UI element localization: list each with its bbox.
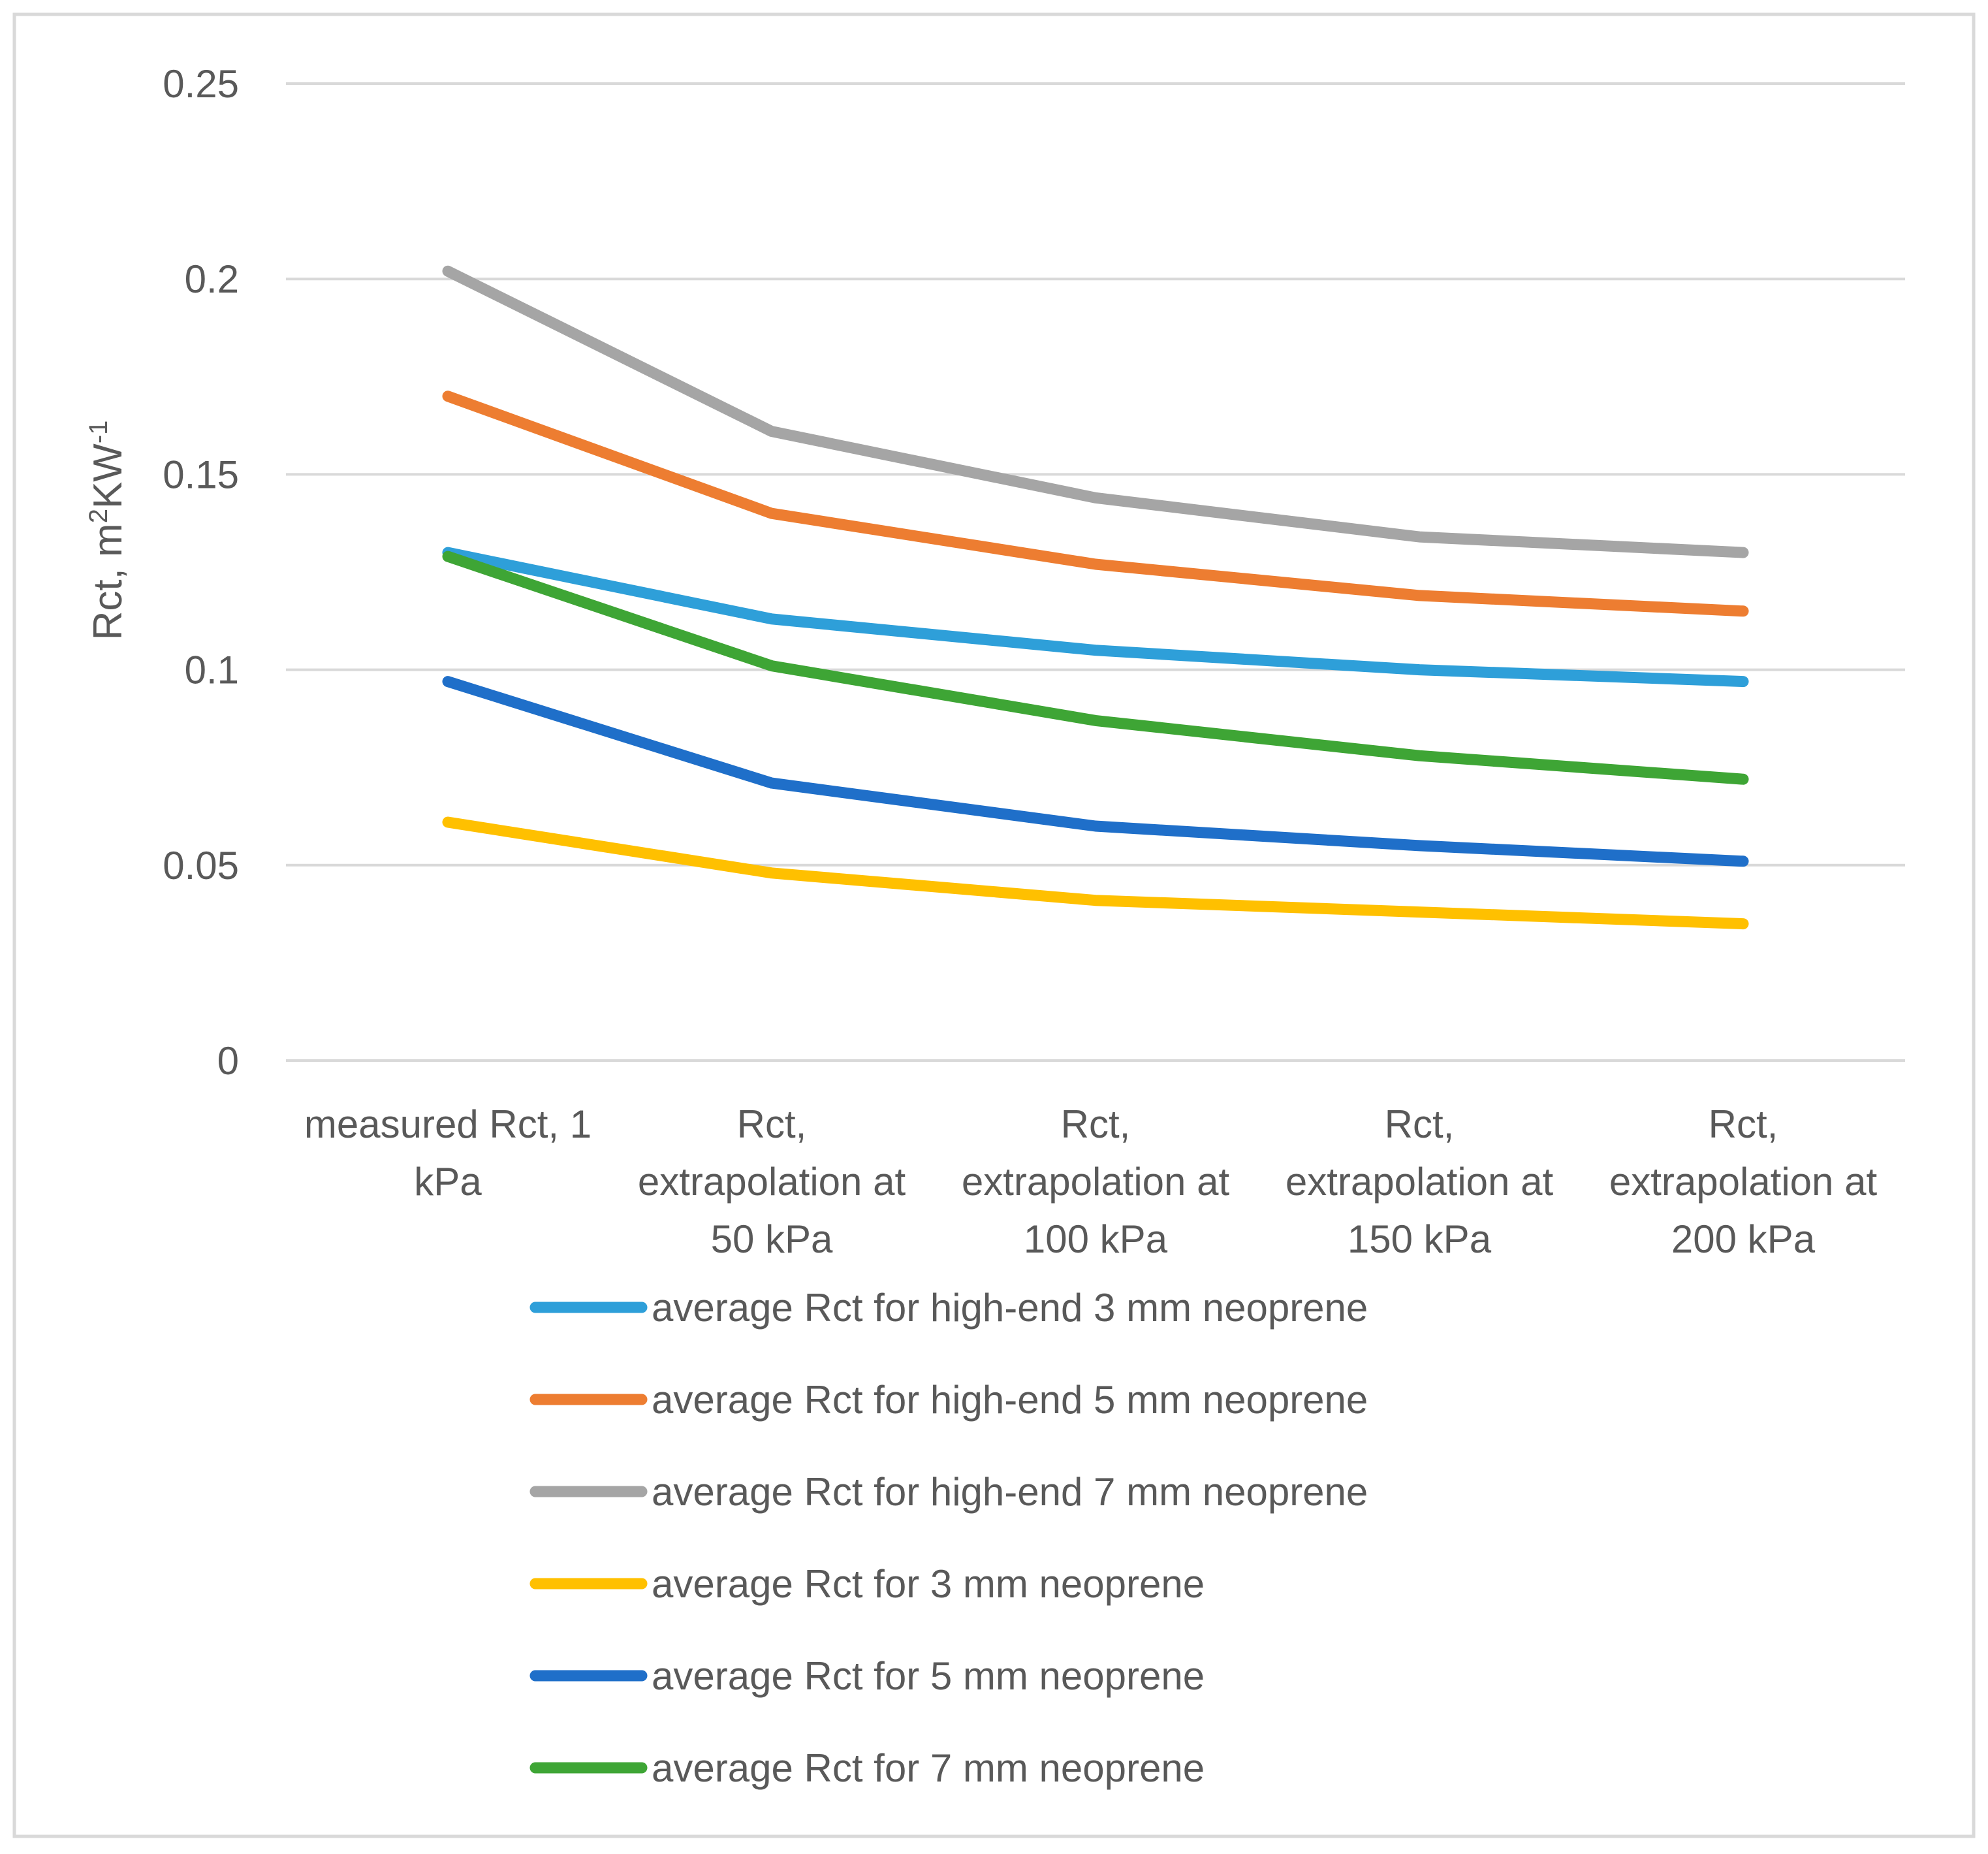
x-axis-labels: measured Rct, 1 kPa Rct, extrapolation at 50…: [304, 1102, 1878, 1261]
y-axis-label: Rct, m2KW-1: [84, 421, 131, 641]
series-line-2: [442, 391, 1749, 617]
x-tick-label: Rct, extrapolation at 150 kPa: [1286, 1102, 1554, 1261]
x-tick-label: Rct, extrapolation at 50 kPa: [638, 1102, 906, 1261]
legend-label: average Rct for 7 mm neoprene: [652, 1746, 1205, 1790]
y-tick-label: 0.25: [163, 62, 239, 106]
x-tick-label: Rct, extrapolation at 100 kPa: [962, 1102, 1230, 1261]
y-tick-label: 0.15: [163, 453, 239, 496]
x-tick-label: Rct, extrapolation at 200 kPa: [1609, 1102, 1878, 1261]
gridlines: [286, 82, 1905, 1062]
series-line-1: [442, 547, 1749, 688]
series-line-6: [442, 551, 1749, 785]
legend: average Rct for high-end 3 mm neoprene av…: [529, 1286, 1368, 1790]
y-tick-label: 0.05: [163, 844, 239, 887]
y-tick-label: 0: [217, 1039, 239, 1083]
y-tick-label: 0.1: [185, 648, 239, 692]
series-line-5: [442, 676, 1749, 867]
legend-label: average Rct for high-end 3 mm neoprene: [652, 1286, 1368, 1330]
series-line-3: [442, 265, 1749, 558]
y-axis-ticks: 0 0.05 0.1 0.15 0.2 0.25: [163, 62, 239, 1083]
legend-label: average Rct for 5 mm neoprene: [652, 1654, 1205, 1698]
legend-label: average Rct for 3 mm neoprene: [652, 1562, 1205, 1606]
series-line-4: [442, 816, 1749, 930]
x-tick-label: measured Rct, 1 kPa: [304, 1102, 592, 1204]
legend-label: average Rct for high-end 7 mm neoprene: [652, 1470, 1368, 1514]
y-tick-label: 0.2: [185, 257, 239, 301]
legend-label: average Rct for high-end 5 mm neoprene: [652, 1378, 1368, 1422]
series-lines: [442, 265, 1749, 930]
